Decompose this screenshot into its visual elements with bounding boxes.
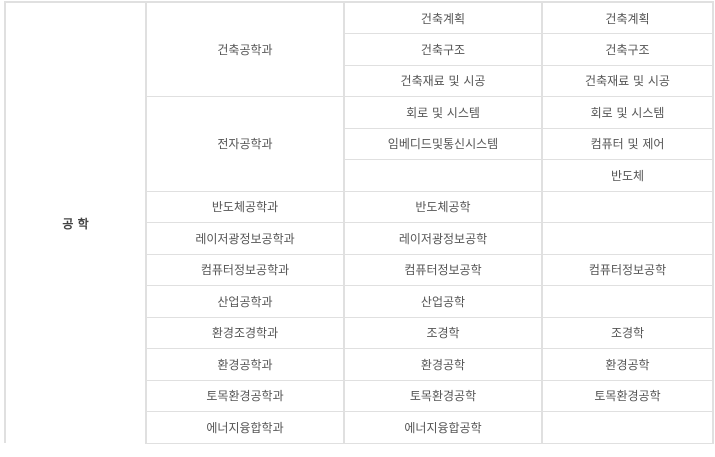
track-cell: [541, 285, 714, 318]
major-cell: 회로 및 시스템: [343, 96, 543, 129]
major-cell: 반도체공학: [343, 190, 543, 223]
table-row: 컴퓨터정보공학과 컴퓨터정보공학 컴퓨터정보공학: [5, 253, 714, 286]
table-row: 반도체: [5, 159, 714, 192]
table-row: 반도체공학과 반도체공학: [5, 190, 714, 223]
table-row: 산업공학과 산업공학: [5, 285, 714, 318]
major-cell: 건축구조: [343, 33, 543, 66]
major-cell: 레이저광정보공학: [343, 222, 543, 255]
track-cell: [541, 190, 714, 223]
major-cell: 임베디드및통신시스템: [343, 127, 543, 160]
category-cell: 공 학: [4, 1, 147, 443]
table-row: 환경공학과 환경공학 환경공학: [5, 348, 714, 381]
track-cell: 건축재료 및 시공: [541, 64, 714, 97]
department-cell: 컴퓨터정보공학과: [145, 253, 345, 286]
major-cell: 산업공학: [343, 285, 543, 318]
table-row: 건축재료 및 시공 건축재료 및 시공: [5, 64, 714, 97]
track-cell: 회로 및 시스템: [541, 96, 714, 129]
track-cell: 건축계획: [541, 1, 714, 34]
track-cell: 조경학: [541, 316, 714, 349]
track-cell: 컴퓨터정보공학: [541, 253, 714, 286]
major-cell: 건축재료 및 시공: [343, 64, 543, 97]
table-row: 공 학 건축공학과 건축계획 건축계획: [4, 1, 714, 443]
major-cell: 조경학: [343, 316, 543, 349]
major-cell: 컴퓨터정보공학: [343, 253, 543, 286]
table-row: 전자공학과 회로 및 시스템 회로 및 시스템: [5, 96, 714, 192]
department-cell: 전자공학과: [145, 96, 345, 192]
department-cell: 환경조경학과: [145, 316, 345, 349]
track-cell: [541, 411, 714, 444]
table-row: 임베디드및통신시스템 컴퓨터 및 제어: [5, 127, 714, 160]
department-cell: 레이저광정보공학과: [145, 222, 345, 255]
major-cell: 에너지융합공학: [343, 411, 543, 444]
department-table: 공 학 건축공학과 건축계획 건축계획 건축구조 건축구조 건축재료 및 시공 건축재료 및 …: [4, 1, 714, 444]
department-cell: 반도체공학과: [145, 190, 345, 223]
track-cell: 토목환경공학: [541, 379, 714, 412]
department-cell: 토목환경공학과: [145, 379, 345, 412]
track-cell: [541, 222, 714, 255]
department-cell: 건축공학과: [145, 1, 345, 97]
department-cell: 산업공학과: [145, 285, 345, 318]
department-cell: 환경공학과: [145, 348, 345, 381]
department-cell: 에너지융합학과: [145, 411, 345, 444]
track-cell: 반도체: [541, 159, 714, 192]
major-cell: [343, 159, 543, 192]
track-cell: 컴퓨터 및 제어: [541, 127, 714, 160]
track-cell: 건축구조: [541, 33, 714, 66]
track-cell: 환경공학: [541, 348, 714, 381]
major-cell: 토목환경공학: [343, 379, 543, 412]
major-cell: 건축계획: [343, 1, 543, 34]
table-row: 에너지융합학과 에너지융합공학: [5, 411, 714, 444]
table-row: 환경조경학과 조경학 조경학: [5, 316, 714, 349]
table-row: 건축구조 건축구조: [5, 33, 714, 66]
major-cell: 환경공학: [343, 348, 543, 381]
